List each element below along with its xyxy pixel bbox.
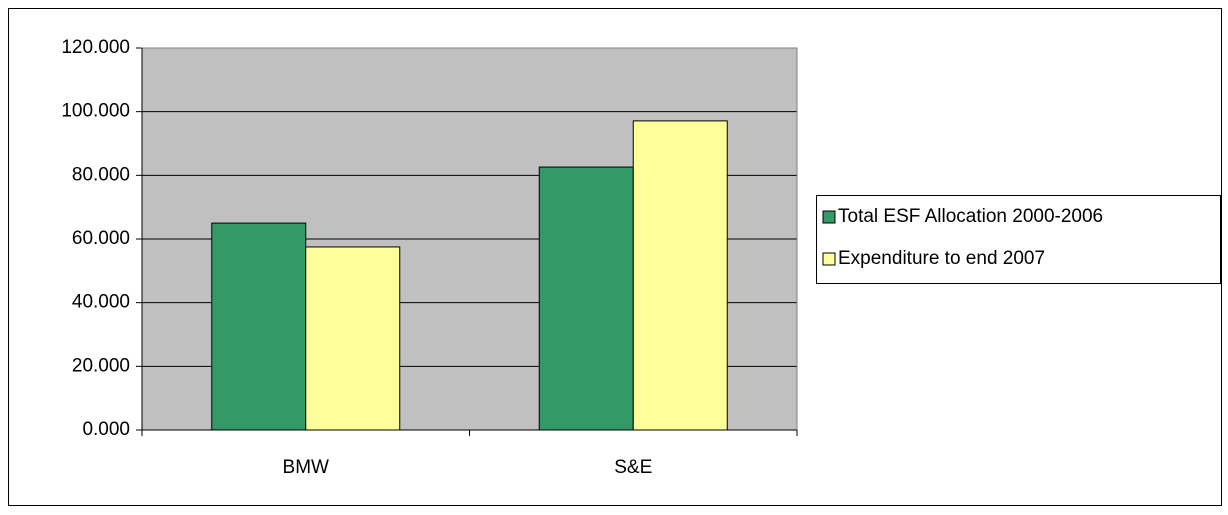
bar [305, 246, 401, 431]
x-tick-label: S&E [614, 457, 652, 478]
y-tick-label: 100.000 [61, 101, 130, 122]
legend-swatch [822, 210, 836, 224]
legend-label: Total ESF Allocation 2000-2006 [838, 206, 1103, 227]
legend-swatch [822, 252, 836, 266]
y-tick-label: 20.000 [72, 355, 130, 376]
y-tick-label: 60.000 [72, 228, 130, 249]
bar [538, 166, 634, 431]
bar [632, 120, 728, 431]
legend-box [816, 195, 1221, 284]
x-tick-label: BMW [283, 457, 330, 478]
bar [211, 222, 307, 431]
legend-label: Expenditure to end 2007 [838, 248, 1045, 269]
y-tick-label: 120.000 [61, 37, 130, 58]
y-tick-label: 80.000 [72, 164, 130, 185]
y-tick-label: 0.000 [82, 419, 130, 440]
y-tick-label: 40.000 [72, 292, 130, 313]
